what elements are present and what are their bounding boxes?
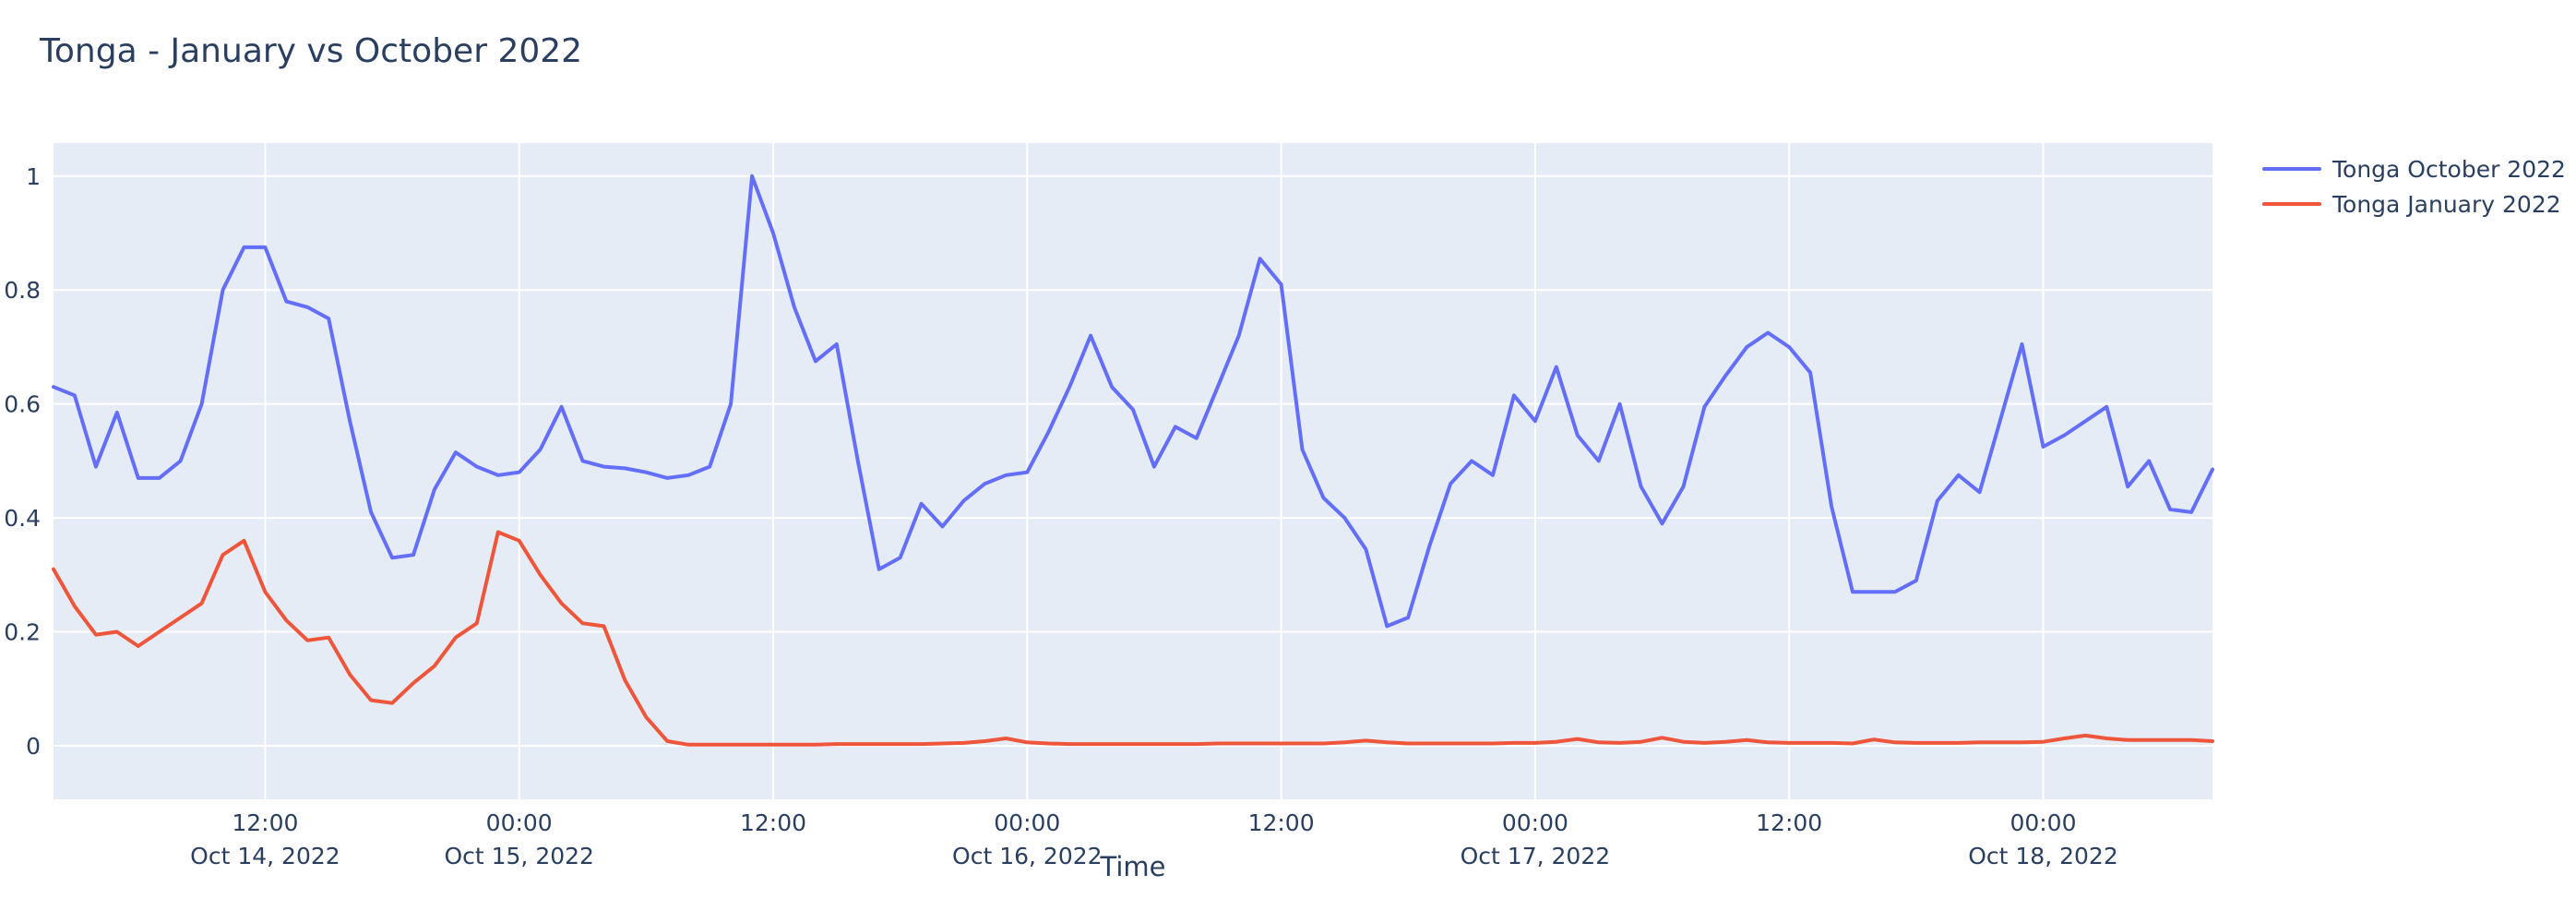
legend-line-swatch-january: [2262, 202, 2321, 206]
x-axis-title: Time: [1100, 851, 1166, 882]
y-axis-tick-label: 0.6: [4, 391, 41, 418]
plot-area[interactable]: [54, 143, 2212, 799]
x-axis-tick-time: 00:00: [1502, 809, 1568, 836]
x-axis-tick-time: 12:00: [740, 809, 806, 836]
x-axis-tick-date: Oct 17, 2022: [1461, 843, 1611, 869]
x-axis-tick-time: 00:00: [2010, 809, 2076, 836]
x-axis-tick-time: 00:00: [994, 809, 1060, 836]
legend-label-october: Tonga October 2022: [2332, 155, 2566, 183]
legend-label-january: Tonga January 2022: [2332, 190, 2561, 218]
legend-item-october[interactable]: Tonga October 2022: [2262, 151, 2566, 186]
y-axis-tick-label: 0.2: [4, 619, 41, 646]
legend: Tonga October 2022 Tonga January 2022: [2262, 151, 2566, 222]
x-axis-tick-date: Oct 16, 2022: [952, 843, 1103, 869]
y-axis-tick-label: 0.4: [4, 505, 41, 532]
x-axis-tick-time: 12:00: [1248, 809, 1315, 836]
series-line-january: [52, 530, 2214, 747]
series-line-october: [52, 174, 2214, 629]
y-axis-tick-label: 1: [26, 163, 41, 190]
legend-item-january[interactable]: Tonga January 2022: [2262, 186, 2566, 222]
x-axis-tick-date: Oct 15, 2022: [444, 843, 594, 869]
x-axis-tick-time: 00:00: [486, 809, 553, 836]
x-axis-tick-date: Oct 14, 2022: [190, 843, 340, 869]
chart-title: Tonga - January vs October 2022: [40, 32, 583, 70]
x-axis-tick-date: Oct 18, 2022: [1968, 843, 2118, 869]
y-axis-tick-label: 0: [26, 733, 41, 760]
x-axis-tick-time: 12:00: [232, 809, 298, 836]
legend-line-swatch-october: [2262, 167, 2321, 171]
y-axis-tick-label: 0.8: [4, 277, 41, 304]
x-axis-tick-time: 12:00: [1756, 809, 1822, 836]
